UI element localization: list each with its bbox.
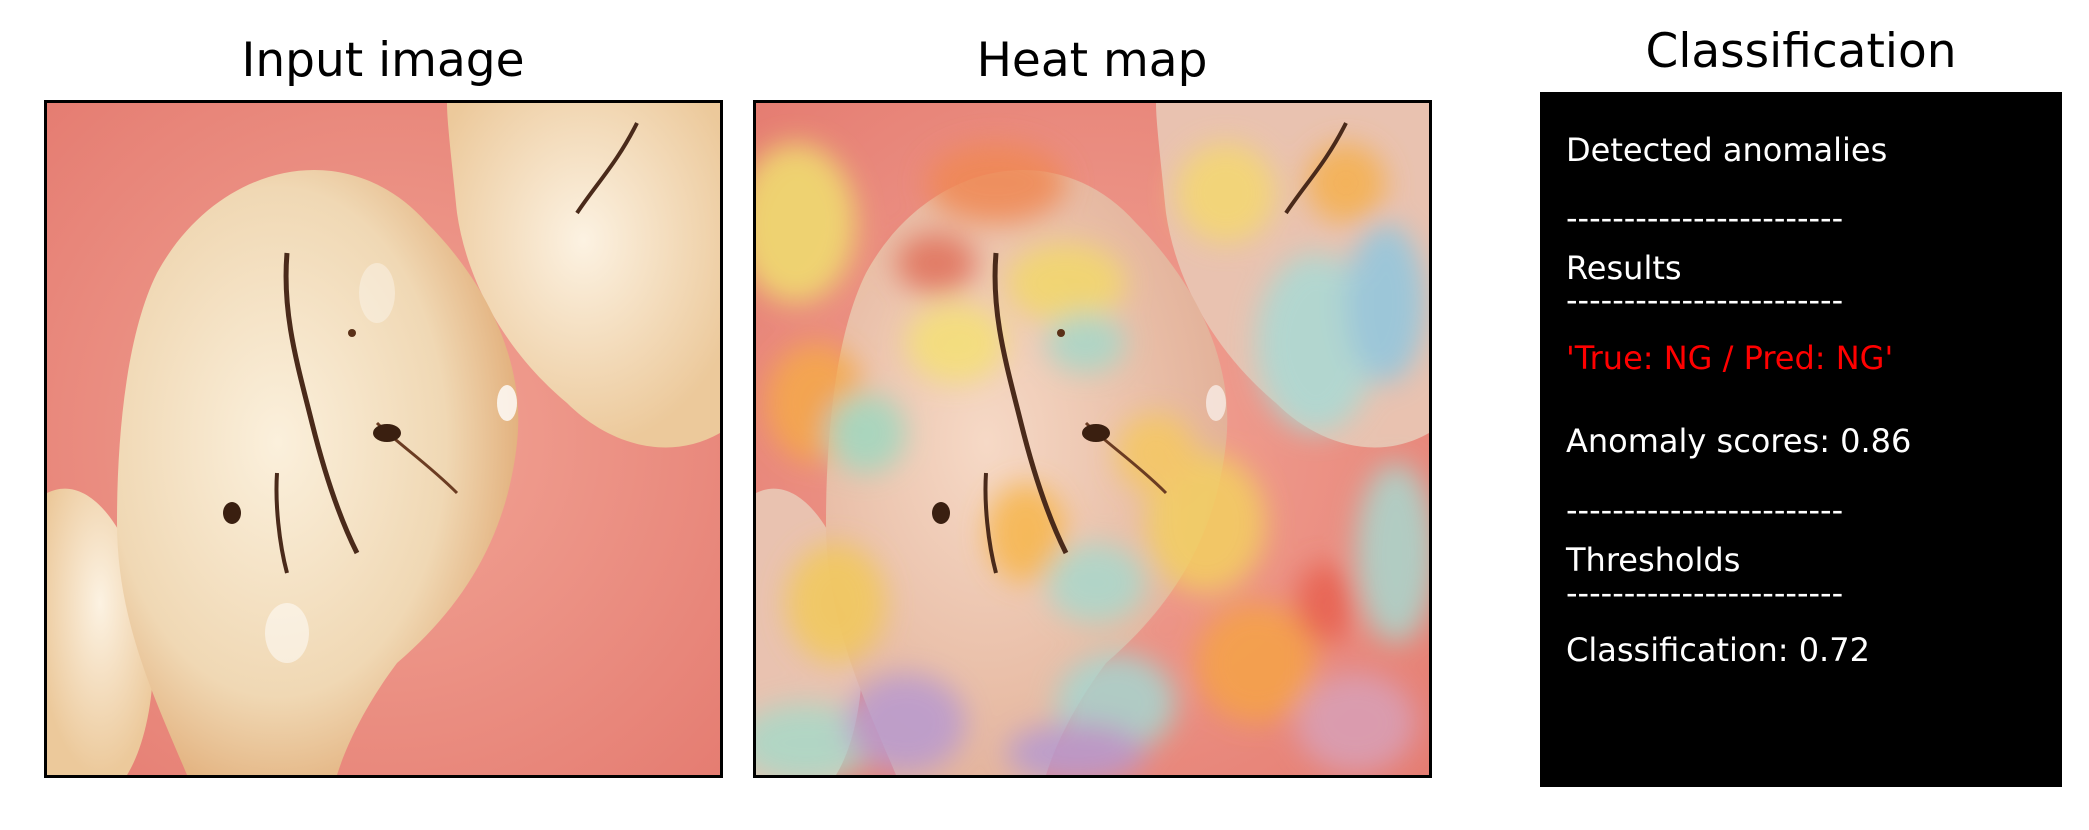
input-image-panel xyxy=(44,100,723,778)
input-image-title: Input image xyxy=(241,33,525,88)
heat-map-overlay xyxy=(756,103,1429,775)
anomaly-score: Anomaly scores: 0.86 xyxy=(1566,422,1912,460)
thresholds-label: Thresholds xyxy=(1566,541,1741,579)
results-label: Results xyxy=(1566,249,1682,287)
heat-map-panel xyxy=(753,100,1432,778)
classification-panel: Detected anomalies ---------------------… xyxy=(1540,92,2062,787)
separator: ------------------------ xyxy=(1566,281,1844,319)
separator: ------------------------ xyxy=(1566,491,1844,529)
classification-threshold: Classification: 0.72 xyxy=(1566,631,1870,669)
separator: ------------------------ xyxy=(1566,199,1844,237)
tooth-photo xyxy=(47,103,720,775)
classification-title: Classification xyxy=(1645,24,1957,79)
separator: ------------------------ xyxy=(1566,574,1844,612)
prediction-result: 'True: NG / Pred: NG' xyxy=(1566,339,1894,377)
heat-map-title: Heat map xyxy=(976,33,1208,88)
detected-anomalies-label: Detected anomalies xyxy=(1566,131,1888,169)
